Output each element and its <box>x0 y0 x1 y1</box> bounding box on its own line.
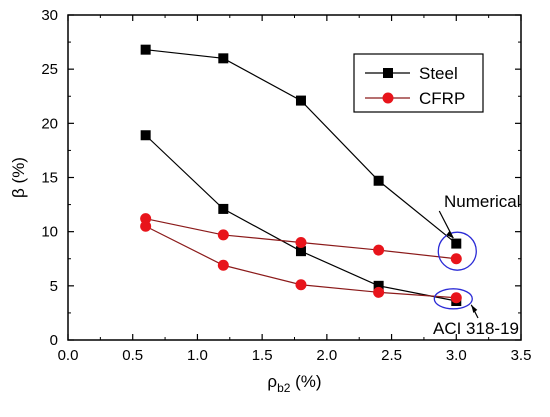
arrowhead-aci <box>471 304 478 313</box>
arrowhead-numerical <box>446 231 454 239</box>
data-point <box>295 95 306 106</box>
x-tick-label: 0.0 <box>58 347 79 364</box>
axes: 0.0 0.5 1.0 1.5 2.0 2.5 3.0 3.5 0 5 10 15 20 25 30 <box>41 7 531 364</box>
data-point <box>450 292 462 304</box>
x-tick-label: 3.5 <box>511 347 532 364</box>
x-axis-label-base: ρ <box>267 372 277 391</box>
data-point <box>140 44 151 55</box>
annotation-ellipse-aci <box>433 288 473 310</box>
data-point <box>373 244 385 256</box>
data-point <box>373 286 385 298</box>
annotation-aci: ACI 318-19 <box>433 319 519 338</box>
data-point <box>295 246 306 257</box>
data-point <box>140 220 152 232</box>
y-tick-label: 20 <box>41 115 58 132</box>
data-point <box>451 238 462 249</box>
series-layer <box>140 44 462 306</box>
data-point <box>218 203 229 214</box>
y-tick-label: 10 <box>41 224 58 241</box>
legend-box <box>353 53 484 113</box>
annotation-ellipse-numerical <box>437 231 477 271</box>
legend-label: Steel <box>419 64 458 83</box>
y-tick-label: 0 <box>50 332 58 349</box>
x-axis-label-subscript: b2 <box>277 381 291 395</box>
data-point <box>140 130 151 141</box>
data-point <box>295 279 307 291</box>
legend-item-steel: Steel <box>365 64 458 83</box>
data-point <box>218 53 229 64</box>
series-cfrp-aci-318-19 <box>140 220 462 304</box>
legend-item-cfrp: CFRP <box>365 89 465 108</box>
data-point <box>295 237 307 248</box>
data-point <box>450 253 462 265</box>
y-tick-label: 5 <box>50 278 58 295</box>
x-axis-label: ρb2 (%) <box>267 372 321 395</box>
data-point <box>373 175 384 186</box>
x-tick-label: 1.0 <box>187 347 208 364</box>
annotations: Numerical ACI 318-19 <box>433 192 521 338</box>
y-tick-label: 30 <box>41 7 58 24</box>
x-axis-label-unit: (%) <box>290 372 321 391</box>
data-point <box>140 213 152 225</box>
annotation-arrow-numerical <box>438 210 454 239</box>
legend: Steel CFRP <box>353 53 484 113</box>
data-point <box>373 280 384 291</box>
x-tick-label: 0.5 <box>122 347 143 364</box>
x-tick-label: 2.0 <box>316 347 337 364</box>
legend-marker <box>382 92 394 104</box>
series-line <box>145 134 457 302</box>
legend-label: CFRP <box>419 89 465 108</box>
x-tick-label: 1.5 <box>252 347 273 364</box>
series-cfrp-numerical <box>140 213 462 265</box>
data-point <box>217 229 229 241</box>
x-tick-label: 3.0 <box>446 347 467 364</box>
data-point <box>217 259 229 271</box>
y-tick-label: 25 <box>41 61 58 78</box>
series-steel-numerical <box>140 44 462 249</box>
annotation-numerical: Numerical <box>444 192 521 211</box>
y-axis-label: β (%) <box>9 157 28 198</box>
legend-marker <box>383 68 393 78</box>
x-tick-label: 2.5 <box>381 347 402 364</box>
y-tick-label: 15 <box>41 170 58 187</box>
